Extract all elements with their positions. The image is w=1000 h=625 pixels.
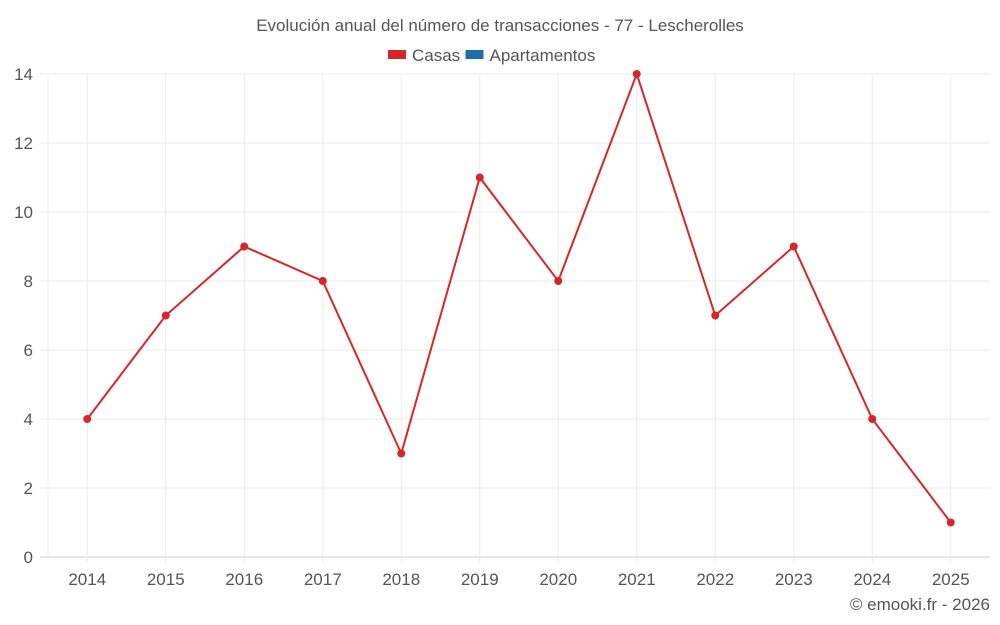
x-tick-label: 2016 (225, 570, 263, 589)
x-tick-label: 2023 (775, 570, 813, 589)
data-point-2020 (554, 277, 563, 285)
data-point-2024 (868, 415, 877, 423)
y-tick-label: 0 (24, 548, 33, 567)
y-tick-label: 2 (24, 479, 33, 498)
legend-swatch-casas (388, 50, 406, 59)
credit: © emooki.fr - 2026 (850, 595, 990, 614)
axes: 0 2 4 6 8 10 12 14 2014 2015 2016 2017 2018 2019 2020 2… (14, 65, 970, 589)
x-tick-label: 2025 (932, 570, 970, 589)
chart-title: Evolución anual del número de transaccio… (256, 16, 744, 35)
data-point-2015 (161, 311, 170, 320)
x-tick-label: 2021 (618, 570, 656, 589)
data-point-2023 (789, 242, 798, 251)
y-tick-label: 8 (24, 272, 33, 291)
x-tick-label: 2020 (539, 570, 577, 589)
x-tick-label: 2019 (461, 570, 499, 589)
legend: Casas Apartamentos (388, 46, 595, 65)
data-point-2014 (83, 415, 92, 423)
x-tick-label: 2014 (68, 570, 106, 589)
data-point-2022 (711, 311, 720, 320)
legend-swatch-apartamentos (465, 50, 484, 59)
y-tick-label: 4 (24, 410, 33, 429)
y-tick-label: 12 (14, 134, 33, 153)
data-point-2025 (946, 518, 955, 527)
x-tick-label: 2015 (147, 570, 185, 589)
y-tick-label: 10 (14, 203, 33, 222)
data-point-2017 (318, 277, 327, 285)
legend-label-casas: Casas (412, 46, 460, 65)
x-tick-label: 2024 (853, 570, 891, 589)
x-tick-label: 2022 (696, 570, 734, 589)
y-tick-label: 14 (14, 65, 33, 84)
x-tick-label: 2018 (382, 570, 420, 589)
y-tick-label: 6 (24, 341, 33, 360)
legend-label-apartamentos: Apartamentos (490, 46, 596, 65)
data-point-2016 (240, 242, 249, 251)
data-point-2019 (475, 173, 484, 182)
series-line-casas (86, 70, 952, 524)
x-tick-label: 2017 (304, 570, 342, 589)
data-point-2021 (632, 70, 641, 78)
grid (40, 73, 990, 563)
data-point-2018 (397, 449, 406, 458)
series-casas (83, 70, 955, 527)
